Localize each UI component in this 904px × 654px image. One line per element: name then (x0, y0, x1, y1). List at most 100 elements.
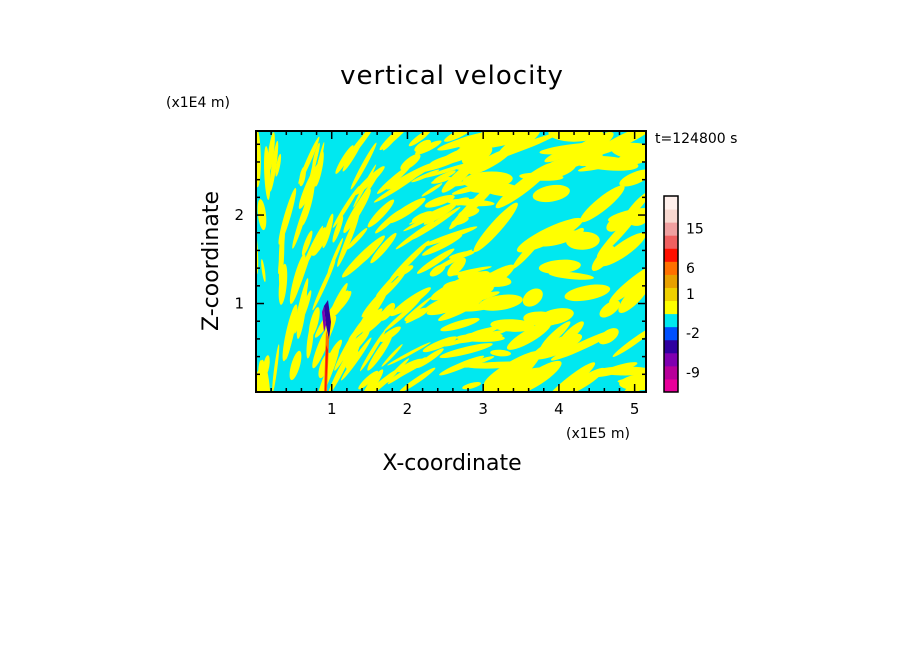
upward-band (387, 197, 426, 224)
upward-band (422, 226, 478, 247)
upward-band (429, 151, 473, 167)
upward-band (457, 131, 528, 150)
upward-band (360, 369, 384, 392)
upward-band (367, 334, 393, 371)
colorbar-swatch (664, 287, 678, 302)
colorbar-swatch (664, 209, 678, 223)
upward-band (342, 136, 364, 172)
upward-band (544, 362, 596, 392)
upward-band (322, 213, 334, 249)
colorbar-swatch (664, 313, 678, 328)
upward-band (560, 367, 605, 392)
x-tick-label: 3 (478, 400, 488, 418)
upward-band (411, 211, 433, 223)
upward-band (424, 194, 455, 208)
upward-band (373, 173, 420, 203)
colorbar-swatch (664, 222, 678, 236)
upward-band (461, 144, 493, 166)
upward-band (386, 354, 436, 383)
chart-title: vertical velocity (340, 61, 564, 91)
colorbar-swatch (664, 196, 678, 210)
upward-band (449, 177, 502, 230)
upward-band (421, 206, 450, 223)
upward-band (411, 169, 440, 183)
colorbar-swatch (664, 326, 678, 341)
colorbar-label: 1 (686, 287, 695, 303)
upward-band (462, 382, 481, 390)
x-tick-label: 4 (554, 400, 564, 418)
downdraft-edge (322, 306, 326, 332)
upward-band (532, 184, 570, 203)
upward-band (282, 304, 298, 362)
upward-band (447, 257, 466, 277)
upward-band (296, 287, 307, 339)
upward-band (395, 221, 435, 250)
upward-band (448, 250, 475, 259)
upward-band (596, 210, 640, 258)
field-bands (256, 131, 646, 392)
colorbar-frame (663, 195, 679, 393)
upward-band (415, 140, 442, 155)
contour-field (256, 131, 646, 392)
upward-band (473, 202, 518, 253)
colorbar-swatch (664, 235, 678, 249)
upward-band (335, 145, 354, 174)
upward-band (537, 308, 574, 325)
upward-band (491, 132, 559, 160)
upward-band (379, 326, 401, 343)
x-axis-label: X-coordinate (382, 451, 521, 476)
x-tick-label: 1 (327, 400, 337, 418)
x-tick-label: 2 (403, 400, 413, 418)
upward-band (506, 322, 552, 350)
upward-band (278, 250, 284, 286)
upward-band (548, 271, 594, 280)
upward-band (423, 279, 491, 312)
upward-band (462, 171, 513, 189)
upward-band (424, 161, 474, 178)
upward-band (580, 185, 625, 223)
upward-band (278, 231, 285, 275)
upward-band (312, 259, 336, 311)
upward-band (294, 242, 314, 297)
upward-band (359, 292, 383, 326)
upward-band (422, 336, 458, 353)
upward-band (411, 206, 461, 240)
upward-band (278, 187, 297, 245)
upward-band (261, 359, 267, 381)
colorbar-swatch (664, 274, 678, 288)
upward-band (599, 300, 621, 318)
time-label: t=124800 s (655, 131, 737, 147)
downdraft-core (324, 300, 331, 340)
colorbar-swatch (664, 248, 678, 262)
upward-band (620, 356, 646, 392)
upward-band (358, 370, 379, 390)
colorbar-swatch (664, 300, 678, 315)
upward-band (478, 294, 523, 311)
upward-band (383, 299, 421, 332)
colorbar-label: 15 (686, 222, 704, 238)
updraft-core (325, 345, 328, 392)
upward-band (540, 321, 571, 350)
upward-band (332, 186, 360, 228)
upward-band (611, 142, 646, 160)
upward-band (269, 140, 279, 192)
upward-band (539, 142, 610, 155)
upward-band (619, 169, 646, 187)
x-unit-label: (x1E5 m) (566, 426, 630, 442)
upward-band (618, 279, 646, 313)
upward-band (600, 232, 646, 267)
upward-band (381, 344, 403, 367)
upward-band (327, 237, 344, 274)
upward-band (350, 142, 377, 190)
upward-band (332, 215, 344, 243)
upward-band (301, 182, 315, 226)
x-axis: 1 2 3 4 5 (270, 131, 639, 418)
y-unit-label: (x1E4 m) (166, 95, 230, 111)
upward-band (439, 355, 485, 376)
upward-band (490, 349, 512, 357)
upward-band (337, 213, 360, 267)
colorbar-swatch (664, 352, 678, 367)
upward-band (577, 157, 634, 172)
upward-band (343, 188, 371, 234)
